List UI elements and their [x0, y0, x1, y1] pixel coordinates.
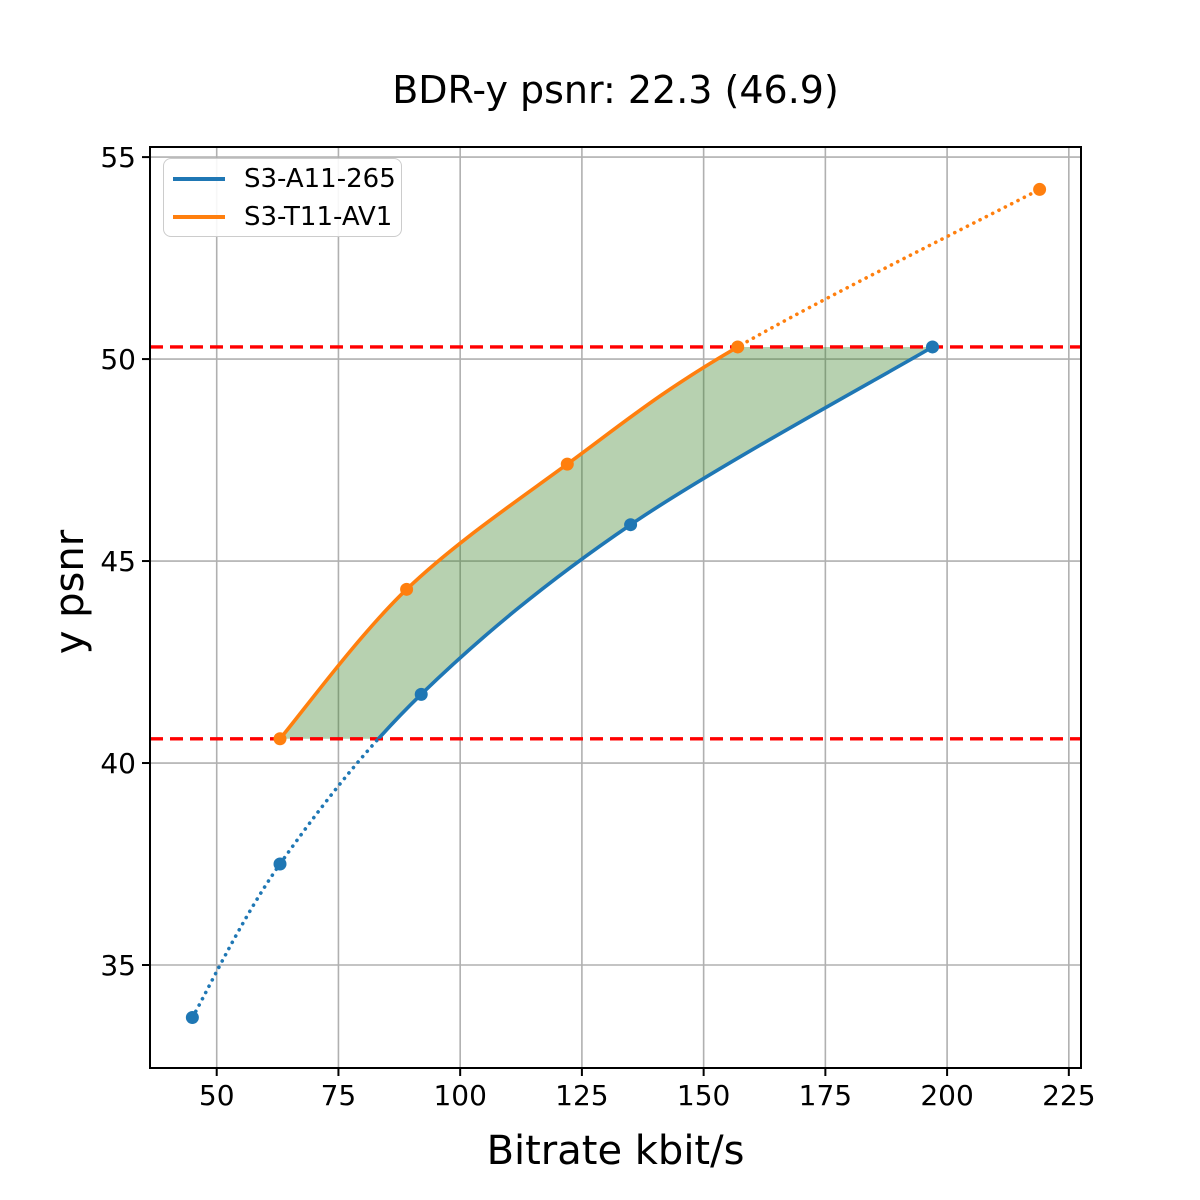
legend-line-swatch — [173, 214, 225, 219]
legend-label: S3-A11-265 — [244, 163, 396, 194]
x-tick-label-75: 75 — [321, 1079, 357, 1112]
legend-line-swatch — [173, 176, 225, 181]
data-point-S3-T11-AV1-219 — [1033, 182, 1047, 196]
x-tick-label-225: 225 — [1042, 1079, 1095, 1112]
plot-border — [149, 146, 1082, 1069]
data-point-S3-A11-265-135 — [624, 518, 638, 532]
x-tick-label-150: 150 — [677, 1079, 730, 1112]
data-point-S3-A11-265-92 — [414, 687, 428, 701]
series-line-solid-S3-T11-AV1 — [278, 346, 742, 739]
series-line-solid-S3-A11-265 — [375, 346, 934, 739]
data-point-S3-A11-265-45 — [185, 1011, 199, 1025]
data-point-S3-A11-265-197 — [925, 340, 939, 354]
y-tick-label-45: 45 — [100, 545, 136, 578]
y-tick-label-50: 50 — [100, 343, 136, 376]
data-point-S3-T11-AV1-63 — [273, 732, 287, 746]
y-tick-label-40: 40 — [100, 747, 136, 780]
bd-rate-area-fill — [280, 346, 933, 739]
y-tick-label-35: 35 — [100, 949, 136, 982]
legend-label: S3-T11-AV1 — [244, 201, 393, 232]
legend: S3-A11-265 S3-T11-AV1 — [163, 158, 402, 237]
x-tick-label-125: 125 — [555, 1079, 608, 1112]
x-tick-label-200: 200 — [920, 1079, 973, 1112]
x-tick-label-175: 175 — [799, 1079, 852, 1112]
x-tick-label-50: 50 — [199, 1079, 235, 1112]
data-point-S3-T11-AV1-157 — [731, 340, 745, 354]
legend-item-S3-A11-265: S3-A11-265 — [164, 163, 401, 195]
x-tick-label-100: 100 — [433, 1079, 486, 1112]
chart-title: BDR-y psnr: 22.3 (46.9) — [392, 68, 839, 112]
series-line-dotted-S3-A11-265 — [190, 345, 935, 1020]
x-axis-label: Bitrate kbit/s — [486, 1128, 745, 1174]
data-point-S3-T11-AV1-89 — [400, 582, 414, 596]
data-point-S3-T11-AV1-122 — [560, 457, 574, 471]
y-tick-label-55: 55 — [100, 141, 136, 174]
y-axis-label: y psnr — [47, 529, 93, 655]
legend-item-S3-T11-AV1: S3-T11-AV1 — [164, 201, 401, 233]
data-point-S3-A11-265-63 — [273, 857, 287, 871]
